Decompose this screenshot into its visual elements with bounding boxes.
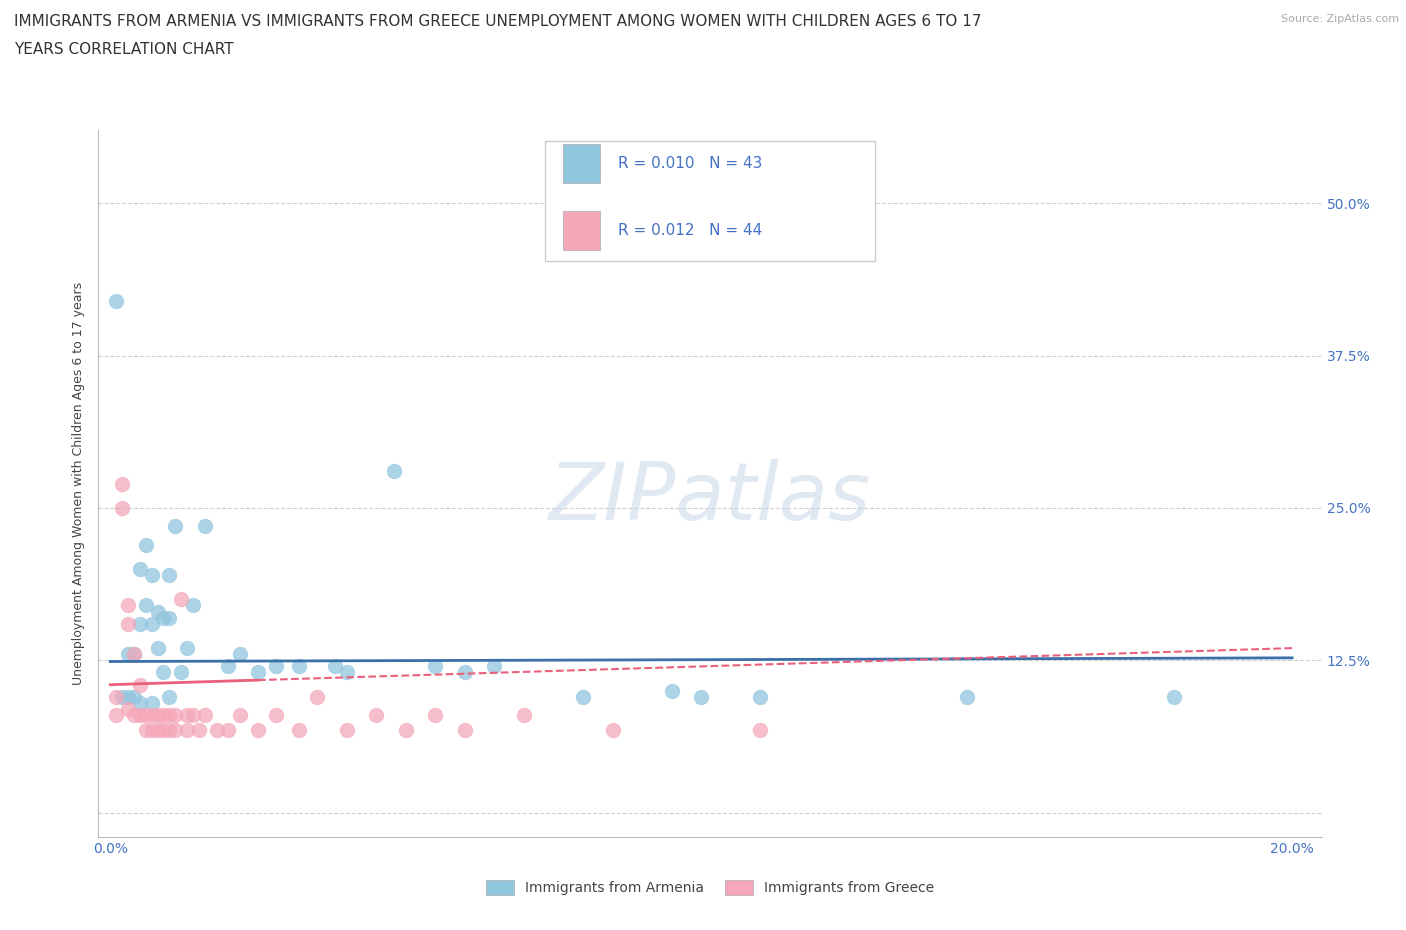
Point <box>128 696 150 711</box>
Point <box>181 598 204 613</box>
Point <box>152 723 174 737</box>
Point <box>194 519 217 534</box>
Point <box>264 659 287 674</box>
Point <box>141 723 163 737</box>
Text: R = 0.010   N = 43: R = 0.010 N = 43 <box>619 156 762 171</box>
Point <box>205 723 228 737</box>
Point <box>217 659 239 674</box>
Point <box>152 665 174 680</box>
Point <box>572 689 595 704</box>
Point <box>157 689 180 704</box>
Text: YEARS CORRELATION CHART: YEARS CORRELATION CHART <box>14 42 233 57</box>
Point <box>176 641 198 656</box>
Point <box>170 591 193 606</box>
Point <box>122 689 145 704</box>
Point <box>146 641 169 656</box>
Point <box>141 567 163 582</box>
Point <box>513 708 536 723</box>
Point <box>117 646 139 661</box>
Point <box>128 617 150 631</box>
Point <box>152 708 174 723</box>
Point <box>176 708 198 723</box>
Point <box>117 598 139 613</box>
Point <box>111 500 134 515</box>
Point <box>336 723 359 737</box>
Point <box>157 567 180 582</box>
Point <box>246 665 269 680</box>
Point <box>111 689 134 704</box>
Point <box>117 689 139 704</box>
Point <box>117 701 139 716</box>
Point <box>128 677 150 692</box>
Point <box>1163 689 1185 704</box>
Point <box>165 519 187 534</box>
Point <box>135 723 157 737</box>
Point <box>425 659 447 674</box>
Point <box>128 708 150 723</box>
Point <box>229 646 252 661</box>
Text: Source: ZipAtlas.com: Source: ZipAtlas.com <box>1281 14 1399 24</box>
Point <box>111 476 134 491</box>
Text: IMMIGRANTS FROM ARMENIA VS IMMIGRANTS FROM GREECE UNEMPLOYMENT AMONG WOMEN WITH : IMMIGRANTS FROM ARMENIA VS IMMIGRANTS FR… <box>14 14 981 29</box>
Point <box>165 723 187 737</box>
Bar <box>564 211 600 250</box>
Point <box>170 665 193 680</box>
Point <box>366 708 388 723</box>
Point <box>454 665 477 680</box>
Point <box>690 689 713 704</box>
Point <box>307 689 329 704</box>
Point <box>323 659 346 674</box>
Point <box>454 723 477 737</box>
Point <box>135 538 157 552</box>
Point <box>157 723 180 737</box>
Point <box>122 646 145 661</box>
Point <box>956 689 979 704</box>
Point <box>602 723 624 737</box>
Point <box>181 708 204 723</box>
Point <box>425 708 447 723</box>
Point <box>105 293 128 308</box>
Point <box>141 708 163 723</box>
Point <box>135 598 157 613</box>
Point <box>264 708 287 723</box>
Point <box>105 708 128 723</box>
Point <box>165 708 187 723</box>
Point <box>105 689 128 704</box>
Point <box>382 464 405 479</box>
Point <box>246 723 269 737</box>
Point <box>128 562 150 577</box>
Bar <box>564 144 600 183</box>
Point <box>749 723 772 737</box>
Point <box>141 696 163 711</box>
Point <box>187 723 209 737</box>
Text: ZIPatlas: ZIPatlas <box>548 458 872 537</box>
Point <box>749 689 772 704</box>
Point <box>194 708 217 723</box>
Point <box>395 723 418 737</box>
Point <box>484 659 506 674</box>
Point <box>229 708 252 723</box>
Point <box>288 659 311 674</box>
Point <box>661 684 683 698</box>
Point <box>157 708 180 723</box>
Point <box>176 723 198 737</box>
Point <box>146 708 169 723</box>
Point <box>157 610 180 625</box>
Point <box>336 665 359 680</box>
Point <box>117 617 139 631</box>
FancyBboxPatch shape <box>546 140 875 261</box>
Point <box>217 723 239 737</box>
Point <box>288 723 311 737</box>
Point <box>122 708 145 723</box>
Point <box>146 604 169 619</box>
Point <box>152 610 174 625</box>
Legend: Immigrants from Armenia, Immigrants from Greece: Immigrants from Armenia, Immigrants from… <box>481 875 939 901</box>
Point <box>122 646 145 661</box>
Point <box>135 708 157 723</box>
Point <box>146 723 169 737</box>
Point <box>141 617 163 631</box>
Y-axis label: Unemployment Among Women with Children Ages 6 to 17 years: Unemployment Among Women with Children A… <box>72 282 86 685</box>
Text: R = 0.012   N = 44: R = 0.012 N = 44 <box>619 223 762 238</box>
